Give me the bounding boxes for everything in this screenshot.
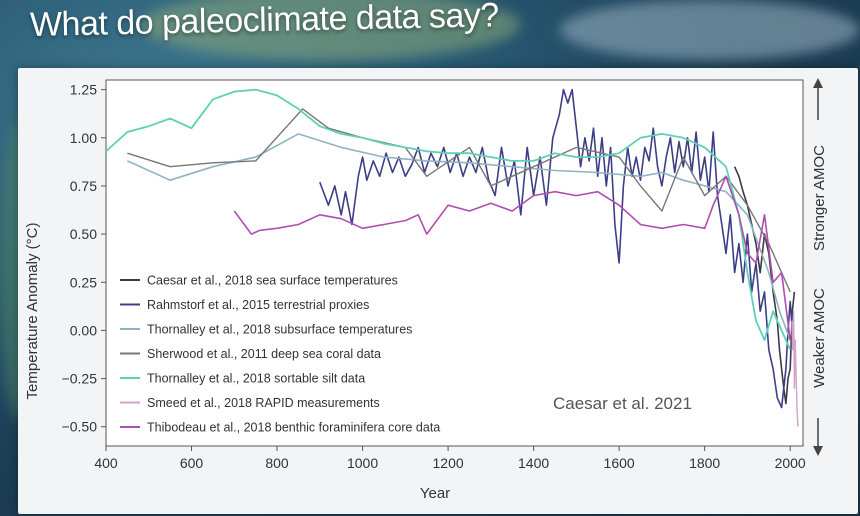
x-tick-label: 800 — [265, 455, 289, 471]
y-tick-label: 0.50 — [70, 226, 97, 242]
x-tick-label: 1800 — [689, 455, 720, 471]
right-label-weaker-amoc: Weaker AMOC — [811, 288, 828, 388]
x-axis-label: Year — [420, 485, 450, 502]
legend-entry: Thornalley et al., 2018 subsurface tempe… — [147, 323, 412, 337]
x-tick-label: 1600 — [604, 455, 635, 471]
legend-entry: Smeed et al., 2018 RAPID measurements — [147, 396, 380, 410]
y-tick-label: 0.25 — [70, 274, 97, 290]
series-line-6 — [791, 310, 799, 427]
series-line-4 — [127, 108, 791, 293]
chart-card: 400 600 800 1000 1200 1400 1600 1800 2000 1.25 1.0… — [18, 68, 858, 514]
legend-entry: Caesar et al., 2018 sea surface temperat… — [147, 274, 398, 288]
chart-legend: Caesar et al., 2018 sea surface temperat… — [120, 274, 440, 435]
legend-entry: Rahmstorf et al., 2015 terrestrial proxi… — [147, 298, 369, 312]
legend-entry: Sherwood et al., 2011 deep sea coral dat… — [147, 347, 381, 361]
y-axis-label: Temperature Anomaly (°C) — [24, 223, 41, 400]
series-line-3 — [127, 133, 791, 341]
series-line-2 — [319, 88, 794, 409]
y-tick-label: 0.75 — [70, 178, 97, 194]
chart-ticks: 400 600 800 1000 1200 1400 1600 1800 2000 1.25 1.0… — [62, 82, 806, 471]
x-tick-label: 2000 — [775, 455, 806, 471]
right-arrows — [813, 78, 823, 456]
legend-entry: Thibodeau et al., 2018 benthic foraminif… — [147, 421, 440, 435]
x-tick-label: 1200 — [433, 455, 464, 471]
legend-entry: Thornalley et al., 2018 sortable silt da… — [147, 372, 365, 386]
chart-series — [105, 88, 799, 427]
bg-ice — [560, 0, 860, 60]
plot-frame — [105, 79, 804, 447]
chart-annotation: Caesar et al. 2021 — [553, 394, 692, 413]
right-label-stronger-amoc: Stronger AMOC — [811, 145, 828, 251]
y-tick-label: −0.50 — [62, 419, 98, 435]
chart: 400 600 800 1000 1200 1400 1600 1800 2000 1.25 1.0… — [24, 78, 828, 502]
series-line-7 — [233, 175, 791, 341]
bg-landmass — [140, 0, 520, 60]
y-tick-label: 1.25 — [70, 82, 97, 98]
y-tick-label: −0.25 — [62, 371, 98, 387]
y-tick-label: 1.00 — [70, 130, 97, 146]
y-tick-label: 0.00 — [70, 322, 97, 338]
chart-axes — [105, 79, 804, 447]
x-tick-label: 600 — [180, 455, 204, 471]
x-tick-label: 1000 — [347, 455, 378, 471]
x-tick-label: 400 — [94, 455, 118, 471]
x-tick-label: 1400 — [518, 455, 549, 471]
